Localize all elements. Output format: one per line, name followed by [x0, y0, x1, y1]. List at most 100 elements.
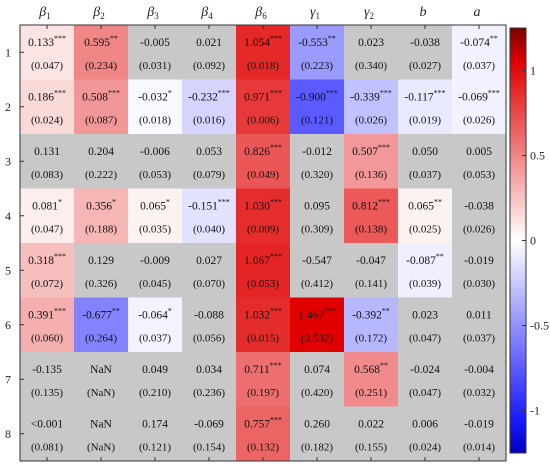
row-label: 4	[5, 209, 11, 223]
cell-std-error-label: (0.053)	[139, 169, 171, 181]
heatmap-cell	[128, 188, 182, 243]
heatmap-cell	[290, 134, 344, 189]
cell-std-error-label: (0.049)	[247, 169, 279, 181]
heatmap-cell	[452, 188, 506, 243]
heatmap-cell	[74, 352, 128, 407]
column-label: a	[474, 5, 481, 20]
cell-value-label: 0.005	[466, 146, 492, 158]
cell-value-label: -0.392**	[352, 307, 390, 322]
heatmap-cell	[20, 243, 74, 298]
cell-value-label: -0.012	[302, 146, 332, 158]
cell-std-error-label: (0.420)	[301, 387, 333, 399]
cell-value-label: 0.022	[358, 419, 384, 431]
cell-std-error-label: (0.047)	[409, 387, 441, 399]
cell-value-label: 0.595**	[84, 34, 118, 49]
cell-value-label: 0.568**	[354, 361, 388, 376]
heatmap-cell	[290, 406, 344, 461]
row-labels: 1 2 3 4 5 6 7 8	[5, 45, 24, 441]
heatmap-cell	[74, 134, 128, 189]
cell-std-error-label: (0.210)	[139, 387, 171, 399]
cell-value-label: 0.174	[142, 419, 168, 431]
heatmap-cell	[236, 25, 290, 80]
cell-value-label: 0.065*	[140, 198, 170, 213]
cell-value-label: 0.049	[142, 364, 168, 376]
heatmap-cell	[74, 243, 128, 298]
cell-std-error-label: (0.155)	[355, 442, 387, 454]
heatmap-cell	[236, 79, 290, 134]
heatmap-cell	[344, 297, 398, 352]
colorbar-tick-label: 0.5	[530, 149, 545, 163]
heatmap-cell	[452, 406, 506, 461]
heatmap-cell	[182, 243, 236, 298]
heatmap-cell	[452, 352, 506, 407]
colorbar-tick-label: -0.5	[530, 319, 549, 333]
cell-std-error-label: (0.047)	[31, 60, 63, 72]
cell-std-error-label: (0.236)	[193, 387, 225, 399]
heatmap-cell	[20, 25, 74, 80]
cell-value-label: 0.065**	[408, 198, 442, 213]
cell-value-label: 0.129	[88, 255, 114, 267]
cell-std-error-label: (0.056)	[193, 333, 225, 345]
heatmap-cell	[74, 297, 128, 352]
heatmap-cell	[344, 243, 398, 298]
heatmap-cell	[182, 79, 236, 134]
cell-std-error-label: (0.070)	[193, 278, 225, 290]
cell-std-error-label: (0.047)	[409, 333, 441, 345]
heatmap-cell	[398, 134, 452, 189]
heatmap-cell	[452, 243, 506, 298]
cell-std-error-label: (0.532)	[301, 333, 333, 345]
cell-std-error-label: (0.030)	[463, 278, 495, 290]
heatmap-cell	[128, 243, 182, 298]
cell-value-label: 0.006	[412, 419, 438, 431]
column-label: β2	[92, 5, 104, 21]
cell-std-error-label: (0.087)	[85, 115, 117, 127]
cell-value-label: 0.204	[88, 146, 114, 158]
colorbar: 1 0.5 0 -0.5 -1	[509, 27, 549, 454]
cell-value-label: <0.001	[31, 419, 64, 431]
cell-value-label: 0.011	[466, 310, 492, 322]
heatmap-cell	[344, 134, 398, 189]
cell-std-error-label: (0.024)	[409, 442, 441, 454]
heatmap-cell	[182, 134, 236, 189]
cell-value-label: 0.034	[196, 364, 222, 376]
cell-std-error-label: (0.031)	[139, 60, 171, 72]
cell-value-label: 0.053	[196, 146, 222, 158]
heatmap-cell	[398, 243, 452, 298]
cell-value-label: -0.553**	[298, 34, 336, 49]
heatmap-cell	[452, 25, 506, 80]
cell-std-error-label: (0.264)	[85, 333, 117, 345]
cell-std-error-label: (0.234)	[85, 60, 117, 72]
cell-value-label: 0.074	[304, 364, 330, 376]
cell-std-error-label: (0.047)	[31, 224, 63, 236]
heatmap-cell	[398, 79, 452, 134]
column-label: γ2	[364, 5, 374, 21]
heatmap-cell	[344, 352, 398, 407]
cell-std-error-label: (0.309)	[301, 224, 333, 236]
cell-std-error-label: (NaN)	[87, 442, 115, 454]
cell-value-label: -0.032*	[138, 89, 172, 104]
cell-std-error-label: (0.136)	[355, 169, 387, 181]
cell-std-error-label: (0.141)	[355, 278, 387, 290]
cell-value-label: -0.038	[464, 201, 494, 213]
column-label: γ1	[310, 5, 320, 21]
heatmap-cell	[20, 297, 74, 352]
heatmap-cell	[20, 79, 74, 134]
row-label: 1	[5, 45, 11, 59]
cell-value-label: 0.131	[34, 146, 60, 158]
cell-value-label: 0.356*	[86, 198, 116, 213]
heatmap-cell	[290, 352, 344, 407]
heatmap-cell	[398, 188, 452, 243]
cell-value-label: -0.064*	[138, 307, 172, 322]
cell-std-error-label: (0.060)	[31, 333, 63, 345]
heatmap-cell	[20, 134, 74, 189]
cell-std-error-label: (0.014)	[463, 442, 495, 454]
cell-std-error-label: (0.037)	[463, 333, 495, 345]
cell-std-error-label: (0.132)	[247, 442, 279, 454]
cell-value-label: 0.021	[196, 37, 222, 49]
cell-value-label: -0.004	[464, 364, 494, 376]
heatmap-cell	[290, 25, 344, 80]
heatmap-cell	[344, 79, 398, 134]
cell-std-error-label: (0.412)	[301, 278, 333, 290]
cell-value-label: NaN	[90, 419, 112, 431]
heatmap-cell	[398, 406, 452, 461]
